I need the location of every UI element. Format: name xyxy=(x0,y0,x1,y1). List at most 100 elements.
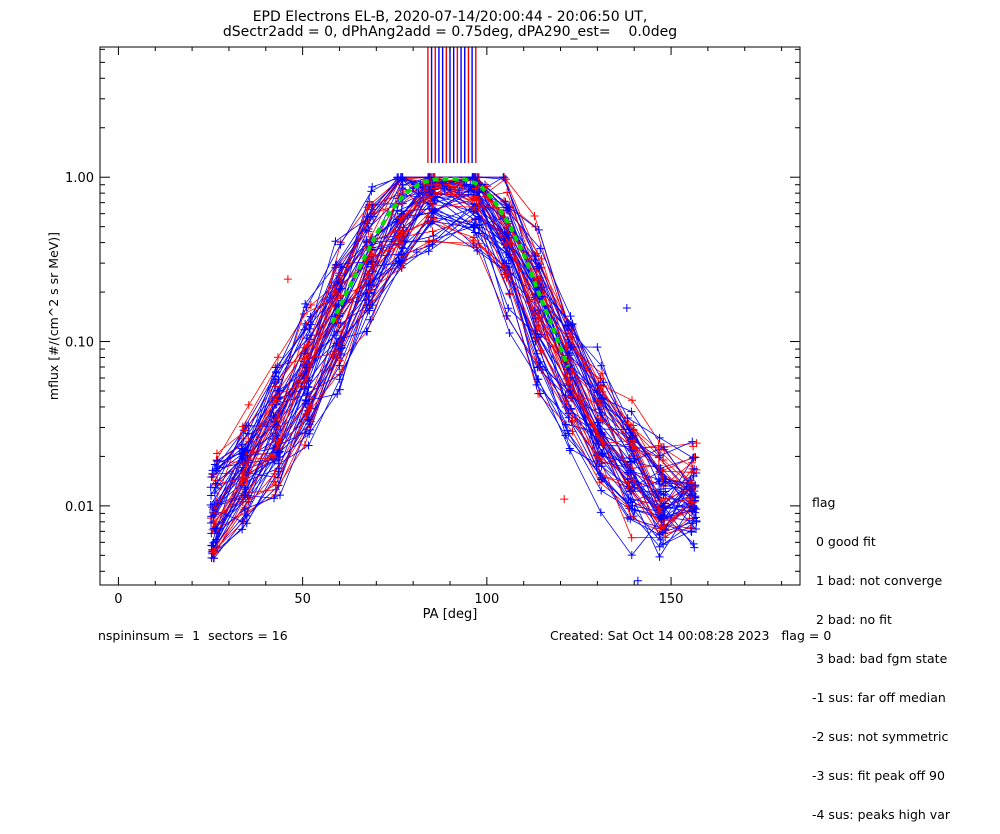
data-point-marker xyxy=(238,517,247,526)
data-point-marker xyxy=(274,414,283,422)
data-point-marker xyxy=(270,469,279,478)
data-point-marker xyxy=(533,305,542,314)
data-point-marker xyxy=(568,367,577,376)
data-point-marker xyxy=(505,329,514,338)
data-point-marker xyxy=(304,441,313,450)
fit-layer xyxy=(330,176,570,368)
data-point-marker xyxy=(398,213,407,222)
data-point-marker xyxy=(689,498,698,507)
data-point-marker xyxy=(468,173,477,182)
x-tick-label: 150 xyxy=(659,592,684,607)
data-point-marker xyxy=(306,331,315,340)
flux-sweep-line xyxy=(215,189,692,486)
flux-sweep-line xyxy=(213,178,691,485)
legend-item: 2 bad: no fit xyxy=(812,612,892,627)
data-point-marker xyxy=(468,236,477,245)
data-point-marker xyxy=(368,250,377,259)
legend-item: -2 sus: not symmetric xyxy=(812,729,949,744)
data-point-marker xyxy=(630,456,639,465)
flag-legend: flag 0 good fit 1 bad: not converge 2 ba… xyxy=(812,470,950,834)
outlier-marker xyxy=(412,248,421,257)
data-point-marker xyxy=(460,181,469,190)
x-tick-label: 0 xyxy=(114,592,122,607)
y-axis-label: mflux [#/(cm^2 s sr MeV)] xyxy=(46,232,61,400)
data-point-marker xyxy=(598,439,607,448)
data-point-marker xyxy=(655,507,664,516)
data-point-marker xyxy=(268,434,277,443)
data-point-marker xyxy=(656,497,665,506)
data-point-marker xyxy=(561,391,570,400)
data-point-marker xyxy=(330,331,339,340)
x-axis-label: PA [deg] xyxy=(423,607,478,622)
chart-title: EPD Electrons EL-B, 2020-07-14/20:00:44 … xyxy=(252,9,648,25)
flux-sweep-line xyxy=(210,192,691,524)
data-point-marker xyxy=(499,173,508,182)
flux-sweep-line xyxy=(213,241,692,536)
data-point-marker xyxy=(630,506,639,515)
data-point-marker xyxy=(244,429,253,438)
data-point-marker xyxy=(362,237,371,246)
data-point-marker xyxy=(337,284,346,293)
data-point-marker xyxy=(469,233,478,242)
data-point-marker xyxy=(394,256,403,265)
data-point-marker xyxy=(659,540,668,549)
data-point-marker xyxy=(687,507,696,516)
legend-item: 1 bad: not converge xyxy=(812,573,943,588)
data-point-marker xyxy=(418,183,427,192)
data-point-marker xyxy=(532,357,541,366)
data-point-marker xyxy=(692,516,701,525)
data-point-marker xyxy=(661,499,670,508)
data-point-marker xyxy=(275,448,284,457)
data-point-marker xyxy=(306,320,315,329)
data-point-marker xyxy=(598,369,607,378)
data-point-marker xyxy=(396,214,405,223)
data-point-marker xyxy=(628,396,637,405)
data-point-marker xyxy=(365,197,374,206)
data-point-marker xyxy=(429,236,438,245)
data-point-marker xyxy=(656,451,665,460)
data-point-marker xyxy=(598,449,607,458)
data-point-marker xyxy=(597,361,606,370)
data-point-marker xyxy=(423,193,432,202)
flux-sweep-line xyxy=(212,204,694,552)
data-point-marker xyxy=(505,239,514,248)
data-point-marker xyxy=(428,227,437,236)
data-point-marker xyxy=(335,385,344,394)
data-point-marker xyxy=(395,241,404,250)
data-point-marker xyxy=(475,188,484,197)
data-point-marker xyxy=(455,188,464,197)
data-point-marker xyxy=(561,320,570,329)
flux-sweep-line xyxy=(214,212,692,545)
data-point-marker xyxy=(503,203,512,212)
data-point-marker xyxy=(269,452,278,461)
data-point-marker xyxy=(212,529,221,538)
data-point-marker xyxy=(503,311,512,320)
data-point-marker xyxy=(303,375,312,384)
data-point-marker xyxy=(470,215,479,224)
data-point-marker xyxy=(207,473,216,482)
footer-spin-info: nspininsum = 1 sectors = 16 xyxy=(98,628,288,643)
data-point-marker xyxy=(534,225,543,234)
data-point-marker xyxy=(566,387,575,396)
data-point-marker xyxy=(692,525,701,534)
data-point-marker xyxy=(393,206,402,215)
data-point-marker xyxy=(396,173,405,182)
data-point-marker xyxy=(238,525,247,534)
data-point-marker xyxy=(444,180,453,189)
data-point-marker xyxy=(241,421,250,430)
data-point-marker xyxy=(655,552,664,561)
data-point-marker xyxy=(567,342,576,351)
outlier-marker xyxy=(283,275,292,284)
y-tick-label: 0.10 xyxy=(65,336,94,351)
flux-sweep-line xyxy=(217,176,692,511)
data-point-marker xyxy=(690,496,699,505)
data-point-marker xyxy=(475,223,484,232)
flux-sweep-line xyxy=(211,220,693,559)
data-point-marker xyxy=(414,188,423,197)
data-point-marker xyxy=(692,439,701,448)
data-point-marker xyxy=(623,414,632,423)
legend-item: -1 sus: far off median xyxy=(812,690,946,705)
data-point-marker xyxy=(688,437,697,446)
data-point-marker xyxy=(599,378,608,387)
data-point-marker xyxy=(275,386,284,395)
